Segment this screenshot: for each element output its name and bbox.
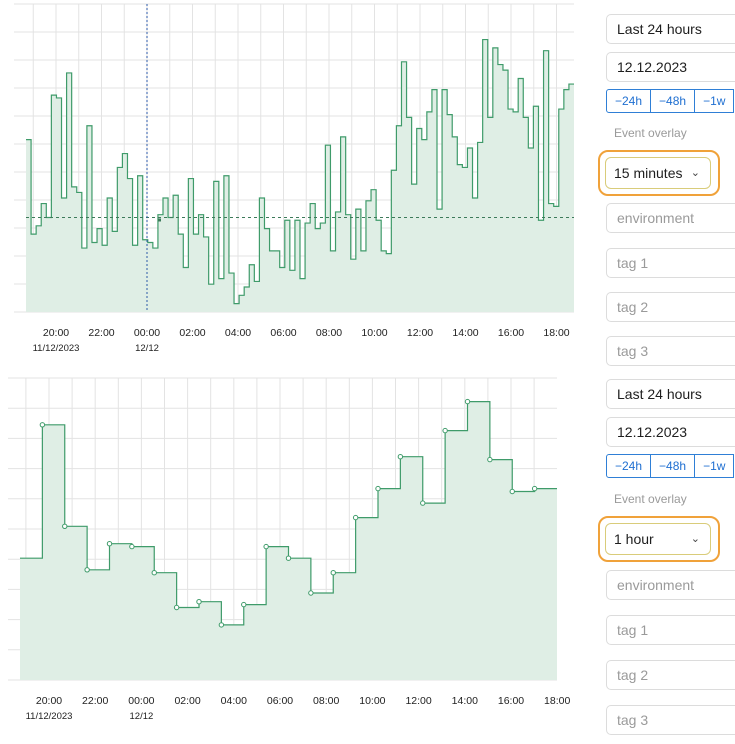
resolution-select[interactable]: 15 minutes ⌄ — [605, 157, 711, 189]
tag-1-input[interactable]: tag 1 — [606, 248, 735, 278]
x-tick-label: 06:00 — [267, 695, 293, 707]
data-point[interactable] — [241, 601, 247, 608]
shift-48h-button[interactable]: −48h — [650, 454, 696, 478]
x-tick-label: 22:00 — [82, 695, 108, 707]
x-tick-label: 06:00 — [270, 327, 296, 339]
x-tick-label: 10:00 — [359, 695, 385, 707]
control-panel-1: Last 24 hours 12.12.2023 −24h −48h −1w E… — [598, 0, 735, 370]
x-tick-label: 16:00 — [498, 695, 524, 707]
data-point[interactable] — [285, 555, 292, 561]
data-point[interactable] — [263, 543, 269, 550]
x-date-label: 11/12/2023 — [26, 711, 73, 722]
tag-3-input[interactable]: tag 3 — [606, 705, 735, 735]
chart-1-canvas[interactable]: 20:00 22:00 00:00 02:00 04:00 06:00 08:00 10:00… — [0, 0, 590, 360]
resolution-value: 15 minutes — [614, 165, 683, 181]
resolution-select[interactable]: 1 hour ⌄ — [605, 523, 711, 555]
x-tick-label: 00:00 — [128, 695, 154, 707]
data-point[interactable] — [509, 488, 515, 495]
data-point[interactable] — [151, 570, 157, 576]
x-tick-label: 18:00 — [544, 695, 570, 707]
time-range-select[interactable]: Last 24 hours — [606, 14, 735, 44]
data-point[interactable] — [442, 427, 448, 434]
data-point[interactable] — [464, 398, 471, 405]
x-tick-label: 12:00 — [407, 327, 433, 339]
data-point[interactable] — [39, 422, 46, 428]
x-tick-label: 04:00 — [221, 695, 247, 707]
data-point[interactable] — [84, 567, 90, 573]
x-date-label: 12/12 — [130, 711, 154, 722]
x-tick-label: 02:00 — [179, 327, 205, 339]
event-overlay-label: Event overlay — [614, 492, 687, 506]
tag-2-input[interactable]: tag 2 — [606, 660, 735, 690]
x-tick-label: 16:00 — [498, 327, 524, 339]
chevron-down-icon: ⌄ — [690, 167, 700, 179]
tag-2-input[interactable]: tag 2 — [606, 292, 735, 322]
time-shift-buttons: −24h −48h −1w — [606, 454, 735, 478]
x-tick-label: 08:00 — [316, 327, 342, 339]
date-input[interactable]: 12.12.2023 — [606, 417, 735, 447]
chart-15-minutes[interactable]: 20:00 22:00 00:00 02:00 04:00 06:00 08:00 10:00… — [0, 0, 590, 360]
x-tick-label: 20:00 — [43, 327, 69, 339]
tag-1-input[interactable]: tag 1 — [606, 615, 735, 645]
x-tick-label: 14:00 — [452, 695, 478, 707]
data-point[interactable] — [330, 570, 336, 576]
event-overlay-label: Event overlay — [614, 126, 687, 140]
x-tick-label: 22:00 — [88, 327, 114, 339]
x-tick-label: 04:00 — [225, 327, 251, 339]
data-point[interactable] — [375, 485, 381, 492]
series-line — [20, 401, 557, 626]
crosshair-marker — [158, 218, 161, 222]
x-date-label: 12/12 — [135, 343, 159, 354]
x-tick-label: 02:00 — [174, 695, 200, 707]
series-area — [20, 401, 557, 680]
x-tick-label: 14:00 — [452, 327, 478, 339]
resolution-value: 1 hour — [614, 531, 654, 547]
chart-2-canvas[interactable]: 20:00 22:00 00:00 02:00 04:00 06:00 08:00 10:00… — [0, 370, 590, 744]
data-point[interactable] — [531, 485, 538, 492]
control-panel-2: Last 24 hours 12.12.2023 −24h −48h −1w E… — [598, 365, 735, 744]
x-tick-label: 20:00 — [36, 695, 62, 707]
environment-input[interactable]: environment — [606, 570, 735, 600]
data-point[interactable] — [420, 500, 426, 506]
resolution-highlight: 1 hour ⌄ — [598, 516, 720, 562]
shift-24h-button[interactable]: −24h — [606, 89, 652, 113]
data-point[interactable] — [106, 541, 113, 547]
shift-1w-button[interactable]: −1w — [694, 89, 735, 113]
data-point[interactable] — [173, 604, 180, 611]
data-point[interactable] — [62, 523, 68, 530]
tag-3-input[interactable]: tag 3 — [606, 336, 735, 366]
data-point[interactable] — [487, 456, 493, 463]
x-tick-label: 00:00 — [134, 327, 160, 339]
x-tick-label: 08:00 — [313, 695, 339, 707]
x-tick-label: 12:00 — [405, 695, 431, 707]
shift-24h-button[interactable]: −24h — [606, 454, 652, 478]
data-point[interactable] — [308, 590, 314, 596]
resolution-highlight: 15 minutes ⌄ — [598, 150, 720, 196]
environment-input[interactable]: environment — [606, 203, 735, 233]
time-range-select[interactable]: Last 24 hours — [606, 379, 735, 409]
shift-1w-button[interactable]: −1w — [694, 454, 735, 478]
x-tick-label: 18:00 — [543, 327, 569, 339]
series-line — [26, 38, 574, 305]
data-point[interactable] — [196, 599, 202, 605]
x-date-label: 11/12/2023 — [33, 343, 80, 354]
x-tick-label: 10:00 — [361, 327, 387, 339]
date-input[interactable]: 12.12.2023 — [606, 52, 735, 82]
data-point[interactable] — [129, 543, 135, 550]
data-point[interactable] — [218, 622, 225, 628]
shift-48h-button[interactable]: −48h — [650, 89, 696, 113]
chart-1-hour[interactable]: 20:00 22:00 00:00 02:00 04:00 06:00 08:00 10:00… — [0, 370, 590, 744]
time-shift-buttons: −24h −48h −1w — [606, 89, 735, 113]
chevron-down-icon: ⌄ — [690, 533, 700, 545]
data-point[interactable] — [352, 514, 359, 521]
data-point[interactable] — [397, 454, 404, 460]
